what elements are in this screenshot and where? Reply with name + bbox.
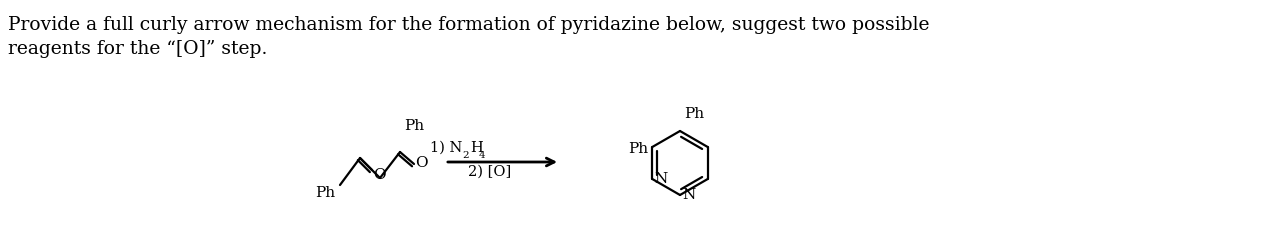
Text: Ph: Ph xyxy=(628,142,648,156)
Text: reagents for the “[O]” step.: reagents for the “[O]” step. xyxy=(8,40,267,58)
Text: O: O xyxy=(373,168,386,182)
Text: N: N xyxy=(682,188,696,202)
Text: 4: 4 xyxy=(478,151,486,160)
Text: H: H xyxy=(469,141,482,155)
Text: 2) [O]: 2) [O] xyxy=(468,165,512,179)
Text: Ph: Ph xyxy=(684,107,705,121)
Text: O: O xyxy=(415,156,428,170)
Text: Ph: Ph xyxy=(315,186,334,200)
Text: Ph: Ph xyxy=(404,119,424,133)
Text: 1) N: 1) N xyxy=(430,141,462,155)
Text: 2: 2 xyxy=(462,151,468,160)
Text: N: N xyxy=(655,172,667,186)
Text: Provide a full curly arrow mechanism for the formation of pyridazine below, sugg: Provide a full curly arrow mechanism for… xyxy=(8,16,930,34)
